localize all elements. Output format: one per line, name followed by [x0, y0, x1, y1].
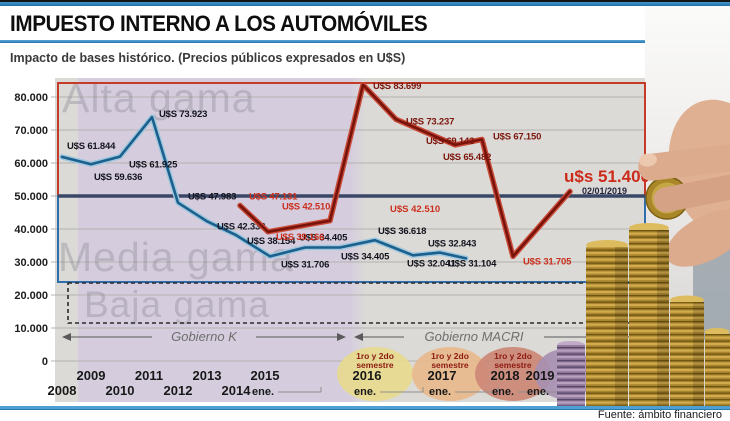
semester-label: semestre: [494, 360, 532, 370]
top-blue-bar: [0, 2, 730, 6]
point-label: U$S 69.143: [426, 136, 474, 147]
serie-roja-nueva-base: [238, 83, 572, 258]
y-axis-label: 70.000: [14, 125, 48, 137]
semester-ellipse: [337, 347, 413, 401]
point-label: U$S 61.925: [129, 160, 178, 171]
gama-watermark: Media gama: [58, 234, 294, 280]
annotation: u$s 51.400: [564, 167, 650, 186]
point-label: U$S 42.338: [217, 221, 265, 232]
x-axis-ene: ene.: [252, 386, 274, 398]
annotation: 02/01/2019: [582, 186, 627, 196]
footer-rule: [0, 406, 730, 410]
x-axis-year: 2019: [526, 368, 555, 383]
semester-label: 1ro y 2do: [431, 351, 469, 361]
era-label: Gobierno MACRI: [425, 329, 524, 344]
point-label: U$S 73.237: [406, 116, 454, 127]
y-axis-label: 20.000: [14, 290, 48, 302]
era-arrowhead-left: [354, 333, 363, 341]
x-axis-year: 2008: [48, 383, 77, 398]
x-axis-year: 2012: [164, 383, 193, 398]
annotation: U$S 42.510: [390, 204, 440, 215]
era-arrowhead-left: [62, 333, 71, 341]
semester-label: semestre: [431, 360, 469, 370]
hand-thumb: [665, 209, 730, 267]
hand-middle-finger: [653, 172, 730, 213]
x-axis-ene: ene.: [527, 386, 549, 398]
semester-label: 1ro y 2do: [494, 351, 532, 361]
x-axis-year: 2016: [353, 368, 382, 383]
y-axis-label: 10.000: [14, 323, 48, 335]
era-label: Gobierno K: [171, 329, 238, 344]
y-axis-label: 40.000: [14, 224, 48, 236]
line-chart: 80.000 70.000 60.000 50.000 40.000 30.000 20.0…: [14, 75, 650, 402]
x-axis-year: 2014: [222, 383, 252, 398]
coin-stack-shade: [693, 302, 704, 406]
semester-ellipse: [475, 347, 551, 401]
x-axis-year: 2013: [193, 368, 222, 383]
x-axis-year: 2018: [491, 368, 520, 383]
era-arrowhead-right: [337, 333, 346, 341]
y-axis-label: 50.000: [14, 191, 48, 203]
coin-stack-shade: [657, 230, 669, 406]
source-credit: Fuente: ámbito financiero: [597, 409, 722, 421]
point-label: U$S 67.150: [493, 131, 541, 142]
x-axis-year: 2010: [106, 383, 135, 398]
semester-label: semestre: [356, 360, 394, 370]
x-axis-ene: ene.: [429, 386, 451, 398]
x-axis-year: 2015: [251, 368, 280, 383]
point-label: U$S 47.983: [188, 192, 236, 203]
point-label: U$S 34.405: [341, 251, 390, 262]
x-axis-year: 2011: [135, 368, 163, 383]
point-label: U$S 65.482: [443, 152, 491, 163]
x-axis-ene: ene.: [492, 386, 514, 398]
y-axis-label: 30.000: [14, 257, 48, 269]
point-label: U$S 31.706: [281, 259, 329, 270]
y-axis-label: 80.000: [14, 92, 48, 104]
hand-index-finger: [638, 144, 730, 181]
semester-ellipse: [412, 347, 488, 401]
point-label: U$S 61.844: [67, 141, 116, 152]
gama-watermark: Baja gama: [84, 284, 270, 325]
point-label: U$S 31.104: [448, 258, 497, 269]
coin-stack-purple: [557, 345, 585, 406]
coin-stack-gold: [670, 302, 704, 406]
point-label: U$S 34.405: [299, 232, 348, 243]
headline-rule: [0, 40, 730, 43]
point-label: U$S 36.618: [378, 226, 426, 237]
y-axis-label: 0: [42, 356, 48, 368]
semester-label: 1ro y 2do: [356, 351, 394, 361]
point-label: U$S 59.636: [94, 172, 142, 183]
point-label: U$S 39.166: [276, 232, 324, 243]
photo-hand-coins: [557, 99, 730, 406]
point-label: U$S 73.923: [159, 109, 207, 120]
point-label: U$S 47.131: [249, 191, 298, 202]
point-label: U$S 32.041: [407, 258, 456, 269]
coin-stack-gold-tall: [629, 230, 669, 406]
coin-stack-gold: [705, 334, 730, 406]
chart-subtitle: Impacto de bases histórico. (Precios púb…: [10, 51, 406, 65]
coin-stack-shade: [615, 247, 628, 406]
band-fade: [350, 78, 366, 402]
page-title: IMPUESTO INTERNO A LOS AUTOMÓVILES: [10, 11, 428, 36]
top-black-bar: [0, 0, 730, 2]
x-axis-year: 2009: [77, 368, 106, 383]
x-axis-ene: ene.: [354, 386, 376, 398]
x-axis-year: 2017: [428, 368, 457, 383]
point-label: U$S 38.154: [247, 236, 296, 247]
fingernail: [639, 153, 657, 167]
coin-stack-gold: [586, 247, 628, 406]
point-label: U$S 31.705: [523, 256, 572, 267]
serie-azul-historica: [60, 115, 468, 260]
point-label: U$S 32.843: [428, 239, 476, 250]
y-axis-label: 60.000: [14, 158, 48, 170]
point-label: U$S 83.699: [373, 81, 421, 92]
era-k-band: [78, 78, 350, 402]
point-label: U$S 42.510: [282, 202, 330, 213]
